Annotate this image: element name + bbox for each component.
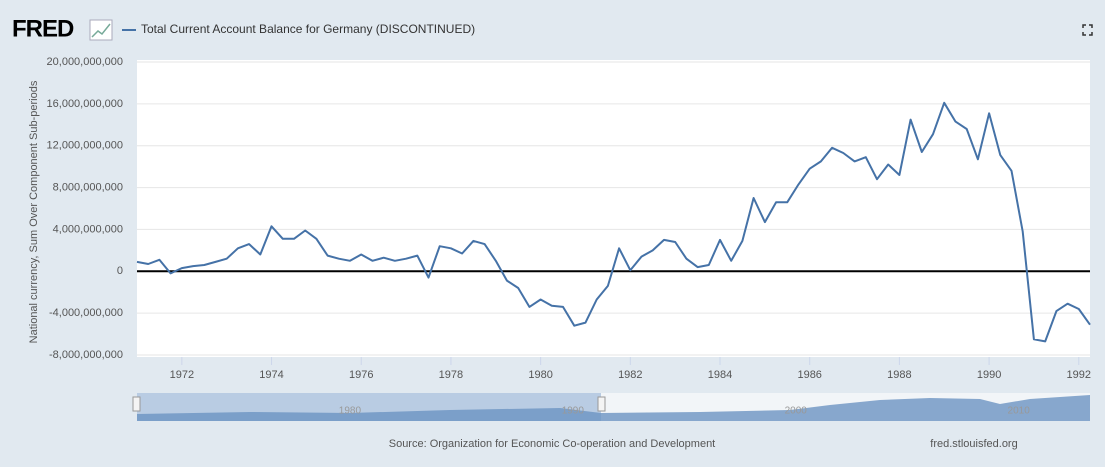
x-tick-label: 1992 [1067,369,1091,381]
y-tick-label: 4,000,000,000 [53,223,123,235]
x-tick-label: 1976 [349,369,373,381]
legend-label: Total Current Account Balance for German… [141,22,475,36]
x-tick-label: 1972 [170,369,194,381]
y-tick-label: -8,000,000,000 [49,349,123,361]
site-link[interactable]: fred.stlouisfed.org [930,438,1017,450]
navigator-tick-label: 1980 [339,406,362,417]
x-tick-label: 1974 [259,369,283,381]
fullscreen-icon[interactable] [1082,24,1093,36]
y-tick-label: -4,000,000,000 [49,307,123,319]
x-tick-label: 1980 [528,369,552,381]
data-line [136,101,1091,343]
y-tick-label: 8,000,000,000 [53,181,123,193]
source-note: Source: Organization for Economic Co-ope… [389,438,716,450]
fred-logo: FRED [12,15,74,42]
x-tick-label: 1990 [977,369,1001,381]
navigator-tick-label: 2000 [785,406,808,417]
x-tick-label: 1982 [618,369,642,381]
y-axis-label: National currency, Sum Over Component Su… [28,80,40,344]
plot-area [137,60,1090,357]
y-tick-label: 0 [117,265,123,277]
x-tick-label: 1986 [797,369,821,381]
logo-icon [89,19,113,41]
y-tick-label: 20,000,000,000 [47,56,123,68]
y-tick-label: 16,000,000,000 [47,98,123,110]
y-tick-label: 12,000,000,000 [47,140,123,152]
navigator [132,393,1090,421]
navigator-tick-label: 2010 [1008,406,1031,417]
x-tick-label: 1978 [439,369,463,381]
x-tick-label: 1984 [708,369,732,381]
x-tick-label: 1988 [887,369,911,381]
navigator-tick-label: 1990 [562,406,585,417]
